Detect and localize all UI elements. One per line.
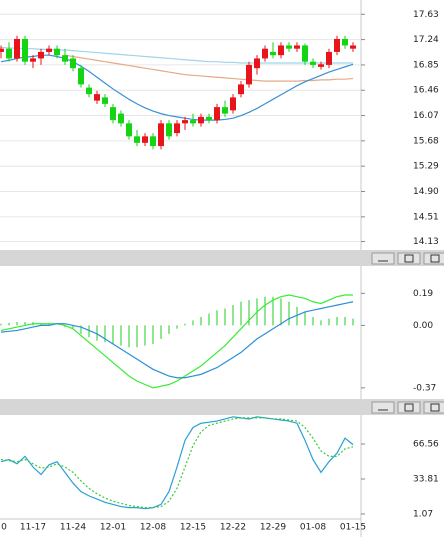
candle-body <box>110 107 116 121</box>
candle-body <box>334 38 340 52</box>
x-tick-label: 01-08 <box>300 523 326 533</box>
candle-body <box>182 120 188 124</box>
y-tick-label: 16.46 <box>413 86 439 96</box>
candle-body <box>222 107 228 114</box>
candle-body <box>22 38 28 62</box>
candle-body <box>302 45 308 62</box>
candle-body <box>70 58 76 69</box>
y-tick-label: 33.81 <box>413 474 439 484</box>
candle-body <box>14 38 20 59</box>
candle-body <box>214 107 220 121</box>
y-tick-label: 14.51 <box>413 212 439 222</box>
restore-button[interactable] <box>423 401 444 414</box>
minimize-button[interactable] <box>371 401 395 414</box>
maximize-button[interactable] <box>397 252 421 265</box>
panel-bar <box>0 399 444 415</box>
candle-body <box>134 136 140 143</box>
candle-body <box>318 64 324 67</box>
candle-body <box>0 48 4 52</box>
candle-body <box>294 45 300 49</box>
candle-body <box>310 61 316 65</box>
y-tick-label: -0.37 <box>413 383 436 393</box>
x-tick-label: 12-29 <box>260 523 286 533</box>
y-tick-label: 16.85 <box>413 60 439 70</box>
x-tick-label: 01-15 <box>340 523 366 533</box>
candle-body <box>350 45 356 49</box>
restore-button[interactable] <box>423 252 444 265</box>
candle-body <box>286 45 292 49</box>
candle-body <box>62 55 68 62</box>
candle-body <box>142 136 148 143</box>
indicator-line <box>0 54 354 121</box>
candle-body <box>206 116 212 121</box>
candle-body <box>54 48 60 56</box>
indicator-line <box>64 54 354 82</box>
candle-body <box>246 64 252 85</box>
candle-body <box>46 48 52 52</box>
indicator-line <box>0 301 354 379</box>
indicator-line <box>0 417 354 509</box>
candle-body <box>238 84 244 95</box>
candle-body <box>94 94 100 101</box>
y-tick-label: 17.24 <box>413 35 439 45</box>
y-tick-label: 14.13 <box>413 237 439 247</box>
x-tick-label: 11-24 <box>60 523 86 533</box>
y-tick-label: 0.19 <box>413 289 433 299</box>
candle-body <box>166 123 172 137</box>
y-tick-label: 0.00 <box>413 321 433 331</box>
y-tick-label: 66.56 <box>413 439 439 449</box>
y-tick-label: 14.90 <box>413 187 439 197</box>
minimize-button[interactable] <box>371 252 395 265</box>
y-tick-label: 15.68 <box>413 136 439 146</box>
maximize-button[interactable] <box>397 401 421 414</box>
x-tick-label: 12-22 <box>220 523 246 533</box>
y-tick-label: 17.63 <box>413 10 439 20</box>
candle-body <box>118 113 124 124</box>
candle-body <box>30 58 36 62</box>
candle-body <box>174 123 180 134</box>
candle-body <box>342 38 348 46</box>
y-tick-label: 15.29 <box>413 162 439 172</box>
x-tick-label: 0 <box>1 523 7 533</box>
candle-body <box>150 136 156 147</box>
candle-body <box>254 58 260 69</box>
x-tick-label: 12-01 <box>100 523 126 533</box>
x-tick-label: 12-15 <box>180 523 206 533</box>
candle-body <box>230 97 236 111</box>
candle-body <box>158 123 164 147</box>
candle-body <box>278 45 284 56</box>
candle-body <box>86 87 92 95</box>
panel-bar <box>0 250 444 266</box>
candle-body <box>326 51 332 65</box>
candle-body <box>38 51 44 59</box>
candle-body <box>198 116 204 124</box>
x-tick-label: 12-08 <box>140 523 166 533</box>
indicator-line <box>0 416 354 510</box>
x-tick-label: 11-17 <box>20 523 46 533</box>
candle-body <box>78 68 84 85</box>
candle-body <box>102 97 108 104</box>
candle-body <box>262 48 268 59</box>
y-tick-label: 16.07 <box>413 111 439 121</box>
candle-body <box>190 120 196 124</box>
candle-body <box>126 123 132 137</box>
candle-body <box>6 48 12 59</box>
y-tick-label: 1.07 <box>413 509 433 519</box>
candle-body <box>270 51 276 56</box>
